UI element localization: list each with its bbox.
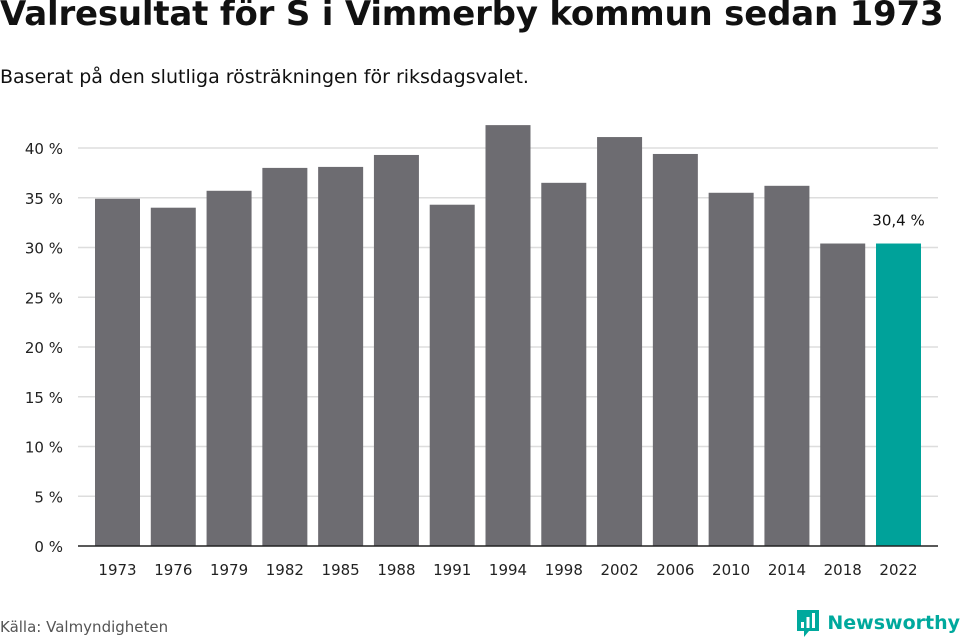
bar-1991 xyxy=(429,204,475,546)
x-tick-label: 2014 xyxy=(768,561,806,579)
y-tick-label: 30 % xyxy=(25,240,63,258)
bar-1998 xyxy=(541,182,587,546)
x-tick-label: 1998 xyxy=(545,561,583,579)
y-tick-label: 25 % xyxy=(25,289,63,307)
bar-1985 xyxy=(318,166,364,546)
bar-2018 xyxy=(820,243,866,546)
bar-1994 xyxy=(485,125,531,547)
chart-title: Valresultat för S i Vimmerby kommun seda… xyxy=(0,0,944,34)
bar-value-label: 30,4 % xyxy=(872,212,924,230)
source-note: Källa: Valmyndigheten xyxy=(0,618,169,636)
bar-2014 xyxy=(764,185,810,546)
x-tick-label: 1994 xyxy=(489,561,527,579)
chart-subtitle: Baserat på den slutliga rösträkningen fö… xyxy=(0,66,529,88)
x-tick-label: 2002 xyxy=(600,561,638,579)
bar-1988 xyxy=(373,154,419,546)
bar-1979 xyxy=(206,190,252,546)
bar-2010 xyxy=(708,192,754,546)
x-tick-label: 1991 xyxy=(433,561,471,579)
bar-1973 xyxy=(95,198,140,546)
x-tick-label: 1979 xyxy=(210,561,248,579)
x-tick-label: 2010 xyxy=(712,561,750,579)
x-tick-label: 2022 xyxy=(879,561,917,579)
y-axis-tick-labels: 0 % 5 % 10 % 15 % 20 % 25 % 30 % 35 % 40 % xyxy=(25,140,63,556)
y-tick-label: 0 % xyxy=(34,538,63,556)
y-tick-label: 15 % xyxy=(25,389,63,407)
y-tick-label: 20 % xyxy=(25,339,63,357)
brand-logo[interactable]: Newsworthy xyxy=(795,606,960,640)
bar-1976 xyxy=(150,207,196,546)
x-tick-label: 2018 xyxy=(824,561,862,579)
x-tick-label: 1973 xyxy=(98,561,136,579)
bar-chart: 0 %5 %10 %15 %20 %25 %30 %35 %40 % 1973 1… xyxy=(25,125,938,579)
y-tick-label: 10 % xyxy=(25,439,63,457)
x-tick-label: 1976 xyxy=(154,561,192,579)
x-tick-label: 2006 xyxy=(656,561,694,579)
y-tick-label: 40 % xyxy=(25,140,63,158)
bars xyxy=(95,125,921,547)
x-tick-label: 1988 xyxy=(377,561,415,579)
x-axis-tick-labels: 1973 1976 1979 1982 1985 1988 1991 1994 1998 2002… xyxy=(98,561,917,579)
bar-1982 xyxy=(262,167,308,546)
brand-name: Newsworthy xyxy=(827,612,960,634)
y-tick-label: 35 % xyxy=(25,190,63,208)
x-tick-label: 1982 xyxy=(266,561,304,579)
bar-2022 xyxy=(876,243,921,546)
newsworthy-logo-icon xyxy=(797,610,820,637)
x-tick-label: 1985 xyxy=(322,561,360,579)
bar-2006 xyxy=(652,153,698,546)
y-tick-label: 5 % xyxy=(34,488,63,506)
bar-2002 xyxy=(597,137,643,546)
